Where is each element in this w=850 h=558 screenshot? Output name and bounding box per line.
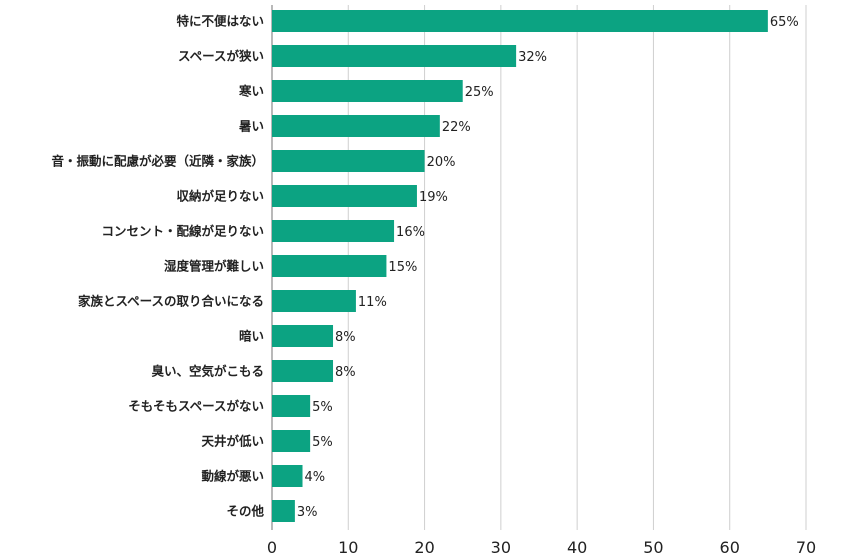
- bar: [272, 500, 295, 522]
- x-tick-label: 10: [338, 538, 358, 557]
- category-label: その他: [226, 504, 264, 519]
- data-label: 8%: [335, 330, 356, 345]
- x-tick-label: 40: [567, 538, 587, 557]
- category-label: 特に不便はない: [176, 14, 264, 29]
- data-label: 4%: [305, 470, 326, 485]
- bars: [272, 10, 768, 522]
- data-label: 32%: [518, 50, 547, 65]
- data-label: 22%: [442, 120, 471, 135]
- category-label: 湿度管理が難しい: [164, 259, 264, 274]
- bar: [272, 290, 356, 312]
- bar: [272, 45, 517, 67]
- category-label: コンセント・配線が足りない: [101, 224, 264, 239]
- value-labels: 65% 32% 25% 22% 20% 19% 16% 15% 11% 8% 8% 5% 5% 4% 3%: [297, 15, 799, 520]
- category-label: 臭い、空気がこもる: [151, 364, 264, 379]
- bar: [272, 80, 463, 102]
- data-label: 16%: [396, 225, 425, 240]
- bar: [272, 360, 334, 382]
- category-label: 暗い: [239, 329, 264, 344]
- bar: [272, 10, 768, 32]
- category-label: 家族とスペースの取り合いになる: [78, 294, 264, 309]
- x-tick-label: 20: [414, 538, 434, 557]
- data-label: 5%: [312, 400, 333, 415]
- category-label: 動線が悪い: [201, 469, 264, 484]
- category-label: そもそもスペースがない: [128, 399, 264, 414]
- bar: [272, 115, 440, 137]
- category-label: 天井が低い: [201, 434, 264, 449]
- data-label: 25%: [465, 85, 494, 100]
- category-label: 寒い: [238, 84, 264, 99]
- category-label: スペースが狭い: [178, 49, 264, 64]
- x-tick-label: 50: [643, 538, 663, 557]
- x-tick-label: 30: [491, 538, 511, 557]
- x-tick-label: 70: [796, 538, 816, 557]
- bar: [272, 185, 417, 207]
- category-label: 音・振動に配慮が必要（近隣・家族）: [51, 154, 264, 169]
- data-label: 20%: [427, 155, 456, 170]
- data-label: 19%: [419, 190, 448, 205]
- bar: [272, 465, 303, 487]
- bar: [272, 150, 425, 172]
- data-label: 11%: [358, 295, 387, 310]
- bar: [272, 220, 395, 242]
- data-label: 65%: [770, 15, 799, 30]
- data-label: 3%: [297, 505, 318, 520]
- bar: [272, 430, 311, 452]
- bar: [272, 395, 311, 417]
- data-label: 15%: [388, 260, 417, 275]
- data-label: 8%: [335, 365, 356, 380]
- data-label: 5%: [312, 435, 333, 450]
- x-tick-label: 0: [267, 538, 277, 557]
- x-tick-label: 60: [720, 538, 740, 557]
- category-label: 暑い: [238, 119, 264, 134]
- bar: [272, 325, 334, 347]
- category-label: 収納が足りない: [176, 189, 264, 204]
- bar: [272, 255, 387, 277]
- x-axis-ticks: 0 10 20 30 40 50 60 70: [267, 538, 816, 557]
